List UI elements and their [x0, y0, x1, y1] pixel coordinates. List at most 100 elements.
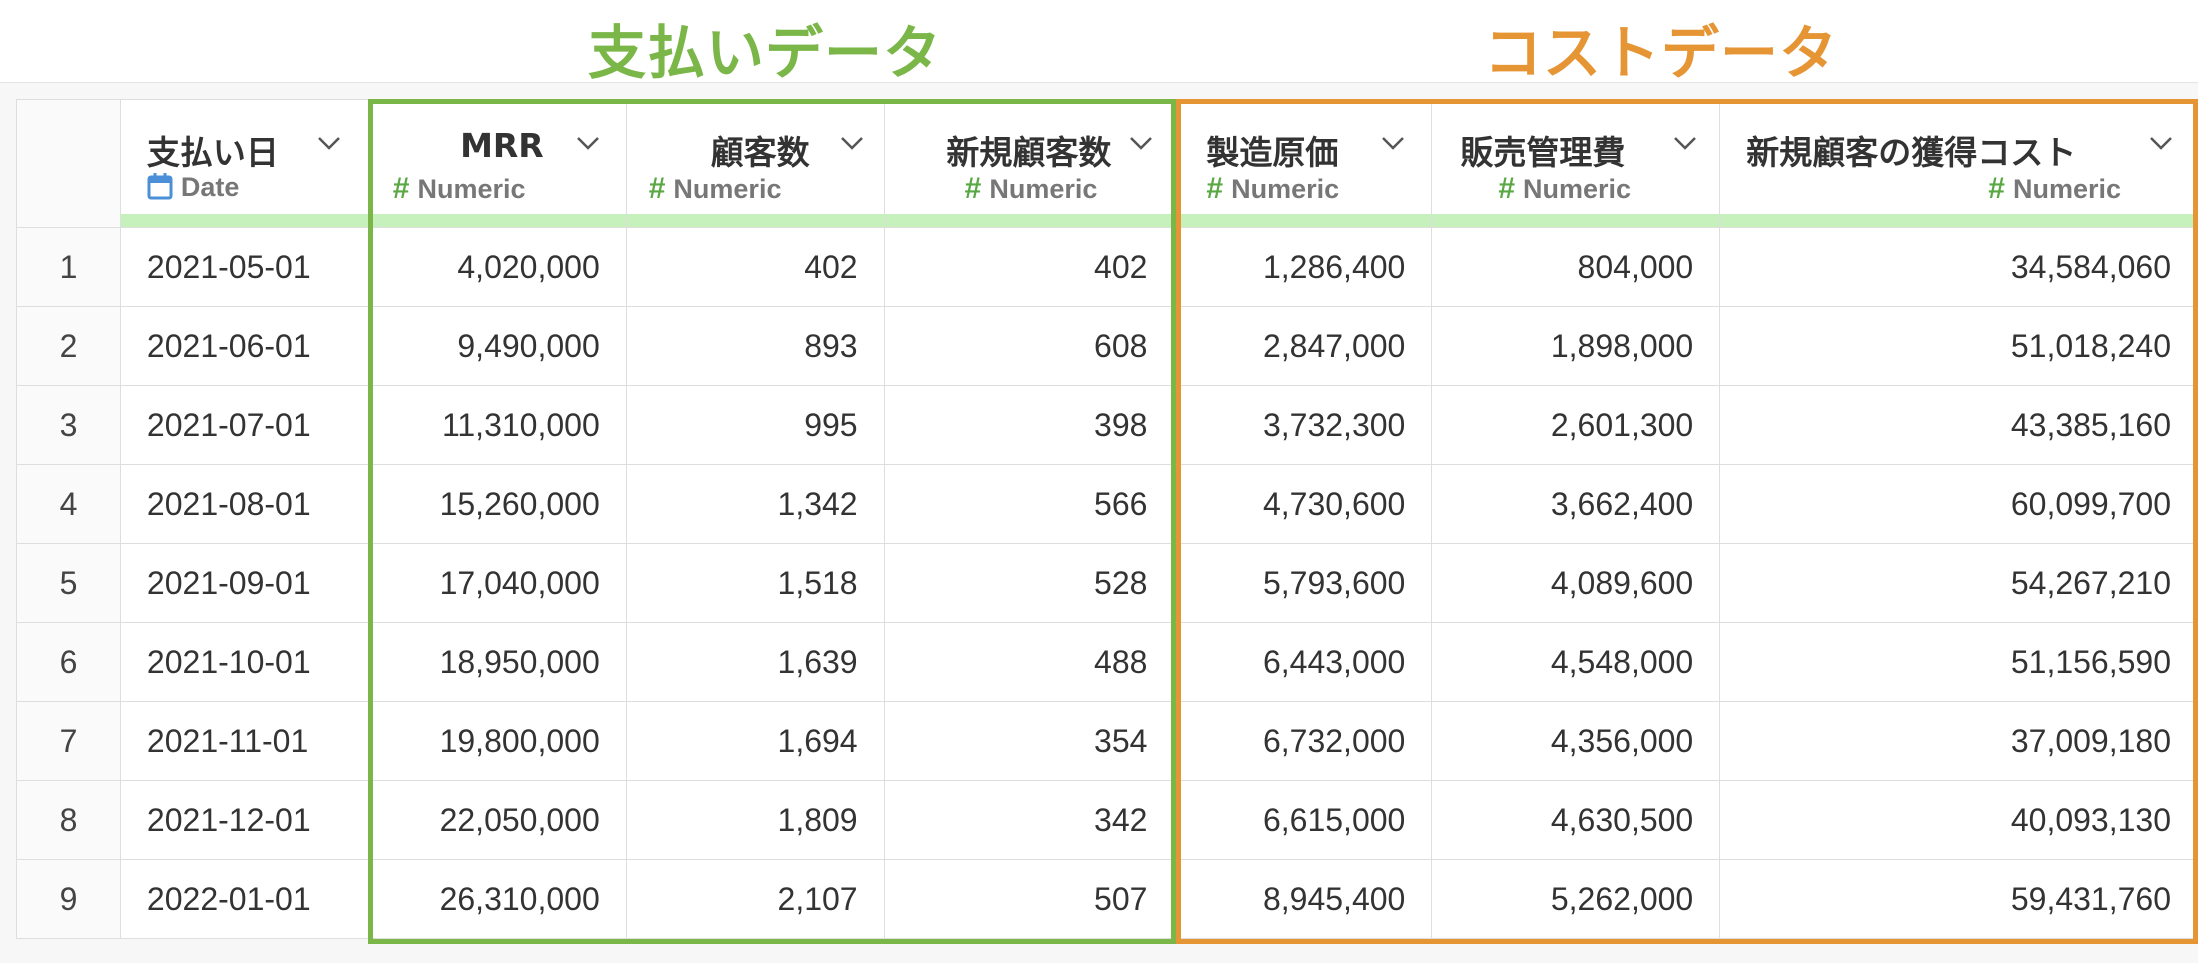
column-type-label: Numeric: [1523, 174, 1632, 204]
cell-mrr[interactable]: 19,800,000: [367, 701, 627, 781]
cell-mrr[interactable]: 22,050,000: [367, 780, 627, 860]
table-row[interactable]: 2 2021-06-01 9,490,000 893 608 2,847,000…: [16, 306, 2198, 386]
cell-customers[interactable]: 995: [625, 385, 885, 465]
cell-cogs[interactable]: 8,945,400: [1173, 859, 1433, 939]
cell-new-customers[interactable]: 566: [883, 464, 1175, 544]
column-header-new-customers[interactable]: 新規顧客数 # Numeric: [883, 99, 1175, 228]
cell-new-customers[interactable]: 488: [883, 622, 1175, 702]
column-name: 新規顧客の獲得コスト: [1746, 133, 2077, 172]
cell-mrr[interactable]: 18,950,000: [367, 622, 627, 702]
cell-sga[interactable]: 4,089,600: [1431, 543, 1721, 623]
cell-new-customers[interactable]: 528: [883, 543, 1175, 623]
cell-payment-date[interactable]: 2021-11-01: [119, 701, 369, 781]
chevron-down-icon[interactable]: [576, 136, 600, 150]
row-number: 6: [16, 622, 121, 702]
column-type: Date: [147, 172, 239, 207]
cell-new-customers[interactable]: 354: [883, 701, 1175, 781]
column-header-bar: [368, 214, 626, 227]
table-row[interactable]: 5 2021-09-01 17,040,000 1,518 528 5,793,…: [16, 543, 2198, 623]
cell-cac[interactable]: 54,267,210: [1719, 543, 2198, 623]
hash-icon: #: [648, 172, 666, 205]
table-row[interactable]: 8 2021-12-01 22,050,000 1,809 342 6,615,…: [16, 780, 2198, 860]
cell-cogs[interactable]: 6,443,000: [1173, 622, 1433, 702]
column-header-sga[interactable]: 販売管理費 # Numeric: [1431, 99, 1721, 228]
cell-mrr[interactable]: 4,020,000: [367, 227, 627, 307]
cell-payment-date[interactable]: 2021-12-01: [119, 780, 369, 860]
cell-payment-date[interactable]: 2022-01-01: [119, 859, 369, 939]
column-header-customers[interactable]: 顧客数 # Numeric: [625, 99, 885, 228]
cell-cogs[interactable]: 6,615,000: [1173, 780, 1433, 860]
cell-sga[interactable]: 4,356,000: [1431, 701, 1721, 781]
cell-payment-date[interactable]: 2021-07-01: [119, 385, 369, 465]
cell-payment-date[interactable]: 2021-10-01: [119, 622, 369, 702]
cell-cac[interactable]: 43,385,160: [1719, 385, 2198, 465]
column-name: 販売管理費: [1460, 133, 1626, 172]
data-table: 支払い日 Date MRR # Numeric: [16, 99, 2198, 939]
cell-cac[interactable]: 51,018,240: [1719, 306, 2198, 386]
table-row[interactable]: 6 2021-10-01 18,950,000 1,639 488 6,443,…: [16, 622, 2198, 702]
cell-sga[interactable]: 804,000: [1431, 227, 1721, 307]
table-row[interactable]: 1 2021-05-01 4,020,000 402 402 1,286,400…: [16, 227, 2198, 307]
cell-cac[interactable]: 37,009,180: [1719, 701, 2198, 781]
cell-customers[interactable]: 1,694: [625, 701, 885, 781]
hash-icon: #: [1498, 172, 1516, 205]
cell-sga[interactable]: 2,601,300: [1431, 385, 1721, 465]
cell-cac[interactable]: 40,093,130: [1719, 780, 2198, 860]
cell-new-customers[interactable]: 342: [883, 780, 1175, 860]
table-row[interactable]: 9 2022-01-01 26,310,000 2,107 507 8,945,…: [16, 859, 2198, 939]
cell-sga[interactable]: 5,262,000: [1431, 859, 1721, 939]
cell-cac[interactable]: 60,099,700: [1719, 464, 2198, 544]
chevron-down-icon[interactable]: [1129, 136, 1153, 150]
cell-cac[interactable]: 51,156,590: [1719, 622, 2198, 702]
column-header-cogs[interactable]: 製造原価 # Numeric: [1173, 99, 1433, 228]
cell-cac[interactable]: 59,431,760: [1719, 859, 2198, 939]
cell-cogs[interactable]: 3,732,300: [1173, 385, 1433, 465]
cell-customers[interactable]: 1,518: [625, 543, 885, 623]
column-name: 新規顧客数: [946, 133, 1112, 172]
cell-cogs[interactable]: 6,732,000: [1173, 701, 1433, 781]
cell-payment-date[interactable]: 2021-09-01: [119, 543, 369, 623]
cell-cogs[interactable]: 2,847,000: [1173, 306, 1433, 386]
column-type: # Numeric: [1206, 172, 1339, 206]
cell-new-customers[interactable]: 398: [883, 385, 1175, 465]
cell-cogs[interactable]: 1,286,400: [1173, 227, 1433, 307]
column-header-mrr[interactable]: MRR # Numeric: [367, 99, 627, 228]
cell-sga[interactable]: 3,662,400: [1431, 464, 1721, 544]
cell-sga[interactable]: 4,630,500: [1431, 780, 1721, 860]
cell-payment-date[interactable]: 2021-08-01: [119, 464, 369, 544]
cell-new-customers[interactable]: 402: [883, 227, 1175, 307]
cell-sga[interactable]: 1,898,000: [1431, 306, 1721, 386]
chevron-down-icon[interactable]: [1673, 136, 1697, 150]
cell-payment-date[interactable]: 2021-06-01: [119, 306, 369, 386]
cell-customers[interactable]: 1,809: [625, 780, 885, 860]
cell-sga[interactable]: 4,548,000: [1431, 622, 1721, 702]
cell-payment-date[interactable]: 2021-05-01: [119, 227, 369, 307]
cell-new-customers[interactable]: 507: [883, 859, 1175, 939]
table-row[interactable]: 4 2021-08-01 15,260,000 1,342 566 4,730,…: [16, 464, 2198, 544]
cell-mrr[interactable]: 15,260,000: [367, 464, 627, 544]
column-type: # Numeric: [1498, 172, 1631, 206]
chevron-down-icon[interactable]: [840, 136, 864, 150]
cell-cogs[interactable]: 4,730,600: [1173, 464, 1433, 544]
chevron-down-icon[interactable]: [317, 136, 341, 150]
chevron-down-icon[interactable]: [2149, 136, 2173, 150]
header-row: 支払い日 Date MRR # Numeric: [16, 99, 2198, 228]
cell-cac[interactable]: 34,584,060: [1719, 227, 2198, 307]
column-type: # Numeric: [393, 172, 526, 206]
cell-customers[interactable]: 1,639: [625, 622, 885, 702]
cell-customers[interactable]: 1,342: [625, 464, 885, 544]
cell-customers[interactable]: 402: [625, 227, 885, 307]
table-row[interactable]: 7 2021-11-01 19,800,000 1,694 354 6,732,…: [16, 701, 2198, 781]
cell-mrr[interactable]: 9,490,000: [367, 306, 627, 386]
column-header-payment-date[interactable]: 支払い日 Date: [119, 99, 369, 228]
column-header-cac[interactable]: 新規顧客の獲得コスト # Numeric: [1719, 99, 2198, 228]
table-row[interactable]: 3 2021-07-01 11,310,000 995 398 3,732,30…: [16, 385, 2198, 465]
cell-customers[interactable]: 2,107: [625, 859, 885, 939]
cell-cogs[interactable]: 5,793,600: [1173, 543, 1433, 623]
cell-mrr[interactable]: 11,310,000: [367, 385, 627, 465]
cell-mrr[interactable]: 17,040,000: [367, 543, 627, 623]
cell-mrr[interactable]: 26,310,000: [367, 859, 627, 939]
chevron-down-icon[interactable]: [1381, 136, 1405, 150]
cell-new-customers[interactable]: 608: [883, 306, 1175, 386]
cell-customers[interactable]: 893: [625, 306, 885, 386]
